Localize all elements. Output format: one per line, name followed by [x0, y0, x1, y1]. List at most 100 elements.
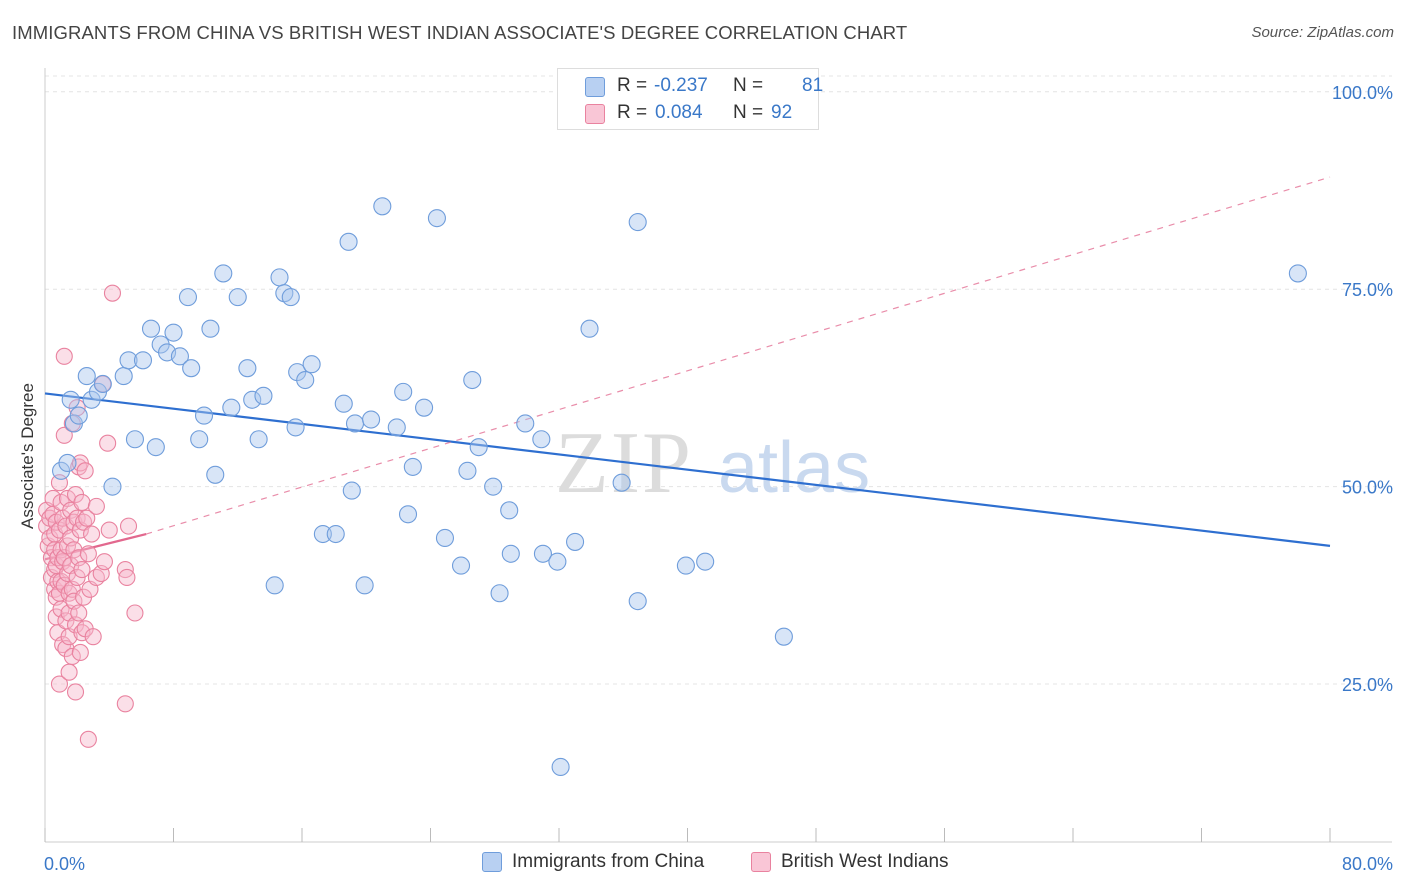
bwi-point [50, 675, 69, 693]
china-point [500, 501, 519, 520]
china-point [238, 359, 257, 378]
legend-item-china[interactable]: Immigrants from China [482, 851, 704, 873]
china-trend-line [44, 392, 1331, 547]
china-point [77, 367, 96, 386]
bwi-point [79, 730, 97, 748]
bwi-point [116, 695, 134, 713]
china-point [355, 576, 374, 595]
china-point [403, 457, 422, 476]
source-label: Source: ZipAtlas.com [1251, 24, 1394, 41]
watermark-atlas: atlas [718, 428, 870, 508]
bwi-point [60, 663, 78, 681]
china-point [281, 288, 300, 307]
china-point [141, 319, 161, 338]
china-point [484, 477, 503, 496]
y-tick-label: 100.0% [1332, 83, 1393, 103]
china-point [93, 374, 112, 394]
china-point [342, 481, 361, 500]
british-west-indians-points [38, 284, 144, 748]
china-point [469, 438, 488, 457]
bwi-point [55, 426, 73, 444]
bwi-point [100, 521, 118, 539]
china-point [628, 592, 647, 611]
china-point [182, 359, 201, 378]
china-point [580, 319, 599, 338]
bwi-point [83, 525, 101, 543]
bwi-point [126, 604, 144, 622]
china-point [265, 576, 284, 595]
y-axis-label: Associate's Degree [18, 383, 37, 529]
china-point [119, 351, 138, 370]
china-point [69, 406, 88, 425]
china-n-label: N = [733, 75, 764, 96]
legend-item-bwi[interactable]: British West Indians [751, 851, 949, 873]
bwi-point [119, 517, 138, 535]
china-point [326, 524, 345, 544]
legend: Immigrants from China British West India… [0, 851, 1406, 877]
china-point [164, 323, 183, 342]
china-point [133, 351, 153, 370]
china-point [463, 370, 482, 390]
china-point [313, 524, 332, 544]
china-point [254, 386, 273, 405]
china-point [286, 418, 305, 437]
china-r-value: -0.237 [654, 75, 708, 96]
china-point [362, 410, 381, 429]
bwi-point [63, 647, 81, 665]
china-point [435, 528, 455, 548]
china-r-label: R = [617, 75, 648, 96]
china-point [533, 544, 552, 563]
china-point [387, 418, 406, 437]
china-point [532, 430, 551, 449]
china-point [339, 232, 358, 251]
china-point [190, 430, 209, 449]
trend-layer [44, 176, 1331, 561]
bwi-trend-extension [146, 176, 1331, 535]
china-point [178, 288, 198, 307]
bwi-point [118, 568, 136, 587]
china-point [125, 430, 144, 449]
china-point [58, 453, 77, 472]
china-point [427, 209, 446, 228]
china-point [566, 532, 585, 551]
china-point [548, 552, 567, 571]
china-point [398, 505, 418, 524]
china-point [243, 390, 262, 409]
bwi-point [73, 561, 91, 579]
china-point [501, 544, 520, 563]
china-point [270, 268, 289, 287]
china-point [516, 414, 535, 433]
bwi-point [87, 497, 105, 515]
bwi-point [71, 643, 89, 662]
china-stat-swatch [585, 77, 605, 97]
china-point [201, 319, 220, 338]
bwi-point [95, 553, 113, 571]
y-tick-label: 75.0% [1342, 280, 1393, 300]
bwi-point [84, 628, 102, 646]
china-point [146, 438, 165, 457]
china-point [676, 556, 695, 575]
legend-label-china: Immigrants from China [512, 851, 705, 872]
chart-title: IMMIGRANTS FROM CHINA VS BRITISH WEST IN… [12, 22, 908, 43]
bwi-trend-line [44, 532, 147, 561]
china-point [222, 398, 241, 417]
bwi-point [103, 284, 122, 302]
china-point [296, 370, 315, 390]
china-point [774, 627, 793, 646]
china-point [696, 552, 715, 571]
watermark: ZIP atlas [555, 415, 870, 512]
bwi-n-value: 92 [771, 102, 793, 123]
china-point [451, 556, 471, 575]
axes-layer [44, 68, 1392, 843]
china-point [170, 347, 189, 366]
y-tick-label: 25.0% [1342, 675, 1393, 695]
china-points [52, 197, 1307, 777]
watermark-zip: ZIP [555, 415, 693, 512]
china-point [103, 477, 122, 496]
tick-labels: 25.0% 50.0% 75.0% 100.0% 0.0% 80.0% [44, 83, 1393, 874]
legend-swatch-china [482, 852, 502, 872]
bwi-point [73, 493, 91, 511]
bwi-point [66, 683, 85, 701]
china-point [61, 390, 80, 409]
bwi-point [78, 509, 96, 527]
